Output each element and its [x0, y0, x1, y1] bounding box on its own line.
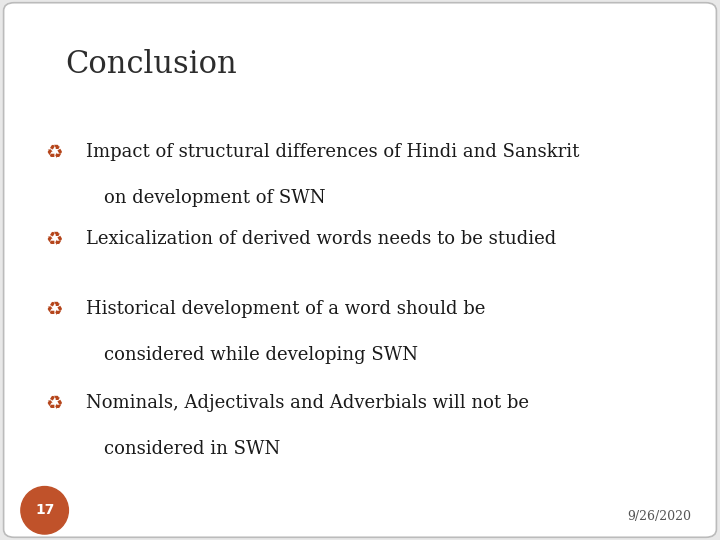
Text: considered while developing SWN: considered while developing SWN: [104, 346, 418, 363]
Text: 17: 17: [35, 503, 54, 517]
Text: ♻: ♻: [45, 394, 63, 413]
Text: Conclusion: Conclusion: [65, 49, 237, 79]
Text: Nominals, Adjectivals and Adverbials will not be: Nominals, Adjectivals and Adverbials wil…: [86, 394, 529, 412]
FancyBboxPatch shape: [4, 3, 716, 537]
Ellipse shape: [21, 487, 68, 534]
Text: ♻: ♻: [45, 143, 63, 162]
Text: considered in SWN: considered in SWN: [104, 440, 281, 458]
Text: ♻: ♻: [45, 300, 63, 319]
Text: Impact of structural differences of Hindi and Sanskrit: Impact of structural differences of Hind…: [86, 143, 580, 161]
Text: ♻: ♻: [45, 230, 63, 248]
Text: 9/26/2020: 9/26/2020: [627, 510, 691, 523]
Text: Lexicalization of derived words needs to be studied: Lexicalization of derived words needs to…: [86, 230, 557, 247]
Text: on development of SWN: on development of SWN: [104, 189, 326, 207]
Text: Historical development of a word should be: Historical development of a word should …: [86, 300, 486, 318]
